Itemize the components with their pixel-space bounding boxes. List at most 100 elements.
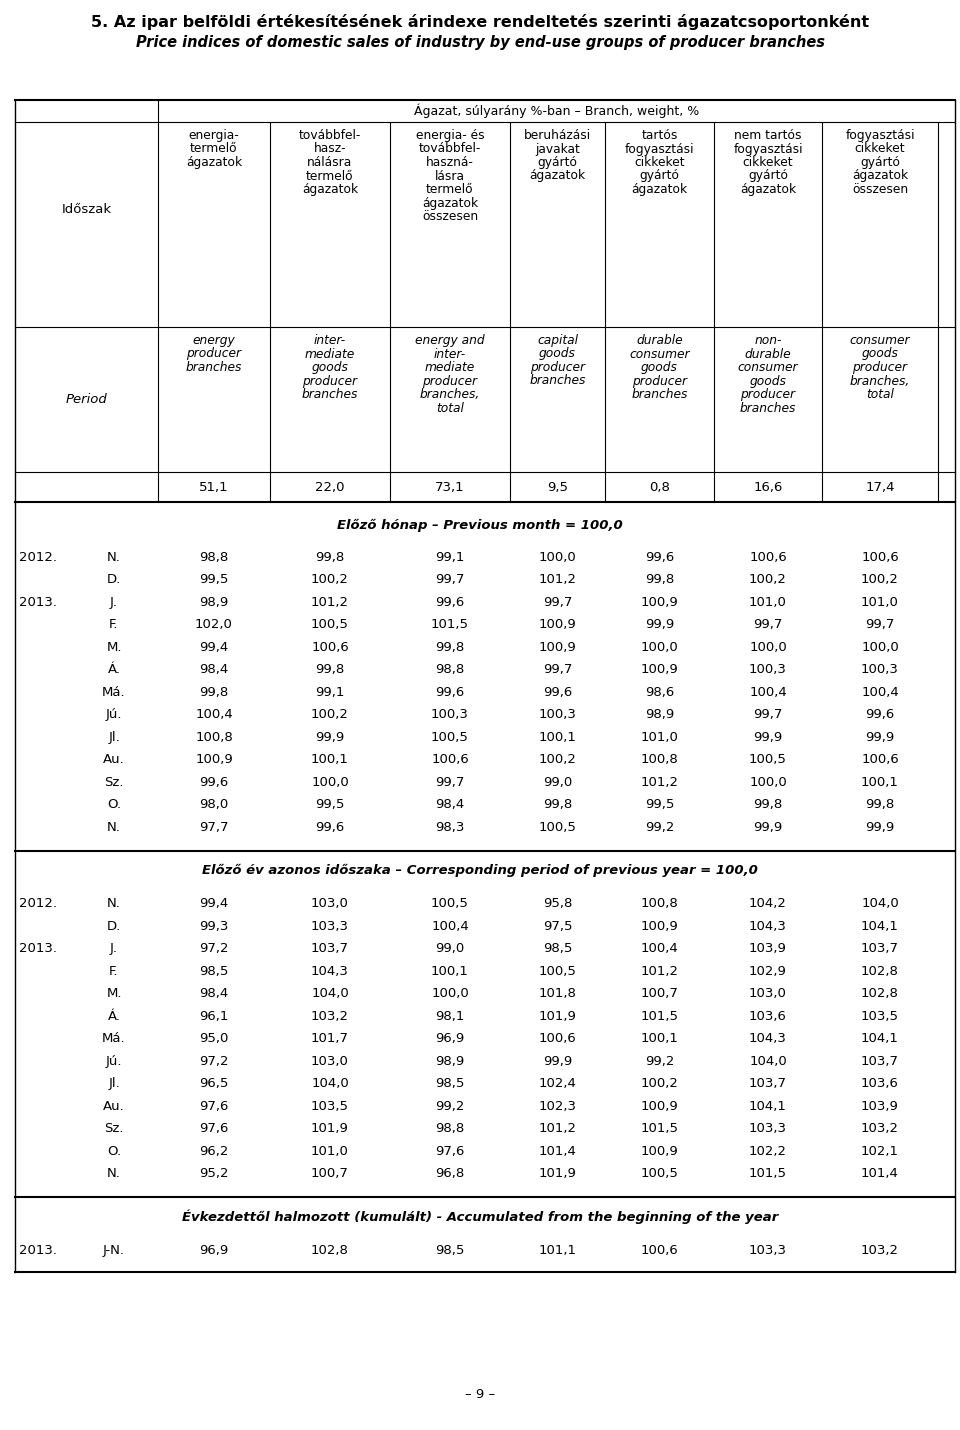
Text: 104,3: 104,3 bbox=[749, 919, 787, 932]
Text: 102,3: 102,3 bbox=[539, 1100, 577, 1113]
Text: 100,1: 100,1 bbox=[431, 965, 468, 978]
Text: termelő: termelő bbox=[426, 183, 474, 196]
Text: 98,9: 98,9 bbox=[200, 596, 228, 609]
Text: 103,5: 103,5 bbox=[311, 1100, 349, 1113]
Text: 98,6: 98,6 bbox=[645, 686, 674, 699]
Text: összesen: összesen bbox=[852, 183, 908, 196]
Text: hasz-: hasz- bbox=[314, 143, 347, 156]
Text: 100,9: 100,9 bbox=[539, 618, 576, 631]
Text: M.: M. bbox=[107, 987, 122, 1000]
Text: 99,7: 99,7 bbox=[435, 775, 465, 789]
Text: 100,6: 100,6 bbox=[861, 551, 899, 563]
Text: cikkeket: cikkeket bbox=[854, 143, 905, 156]
Text: 100,3: 100,3 bbox=[749, 664, 787, 676]
Text: N.: N. bbox=[108, 1167, 121, 1180]
Text: energy: energy bbox=[193, 335, 235, 347]
Text: Időszak: Időszak bbox=[61, 203, 111, 216]
Text: durable: durable bbox=[745, 347, 791, 360]
Text: 99,9: 99,9 bbox=[645, 618, 674, 631]
Text: branches,: branches, bbox=[420, 388, 480, 400]
Text: N.: N. bbox=[108, 551, 121, 563]
Text: 101,5: 101,5 bbox=[640, 1123, 679, 1135]
Text: 99,7: 99,7 bbox=[754, 618, 782, 631]
Text: 73,1: 73,1 bbox=[435, 480, 465, 493]
Text: 103,0: 103,0 bbox=[311, 1055, 348, 1068]
Text: 99,9: 99,9 bbox=[754, 821, 782, 834]
Text: 103,3: 103,3 bbox=[749, 1123, 787, 1135]
Text: 98,1: 98,1 bbox=[435, 1010, 465, 1022]
Text: J.: J. bbox=[110, 596, 118, 609]
Text: 100,6: 100,6 bbox=[861, 754, 899, 766]
Text: Á.: Á. bbox=[108, 664, 121, 676]
Text: beruházási: beruházási bbox=[524, 129, 591, 142]
Text: 100,4: 100,4 bbox=[431, 919, 468, 932]
Text: 100,6: 100,6 bbox=[539, 1032, 576, 1045]
Text: branches,: branches, bbox=[850, 375, 910, 388]
Text: producer: producer bbox=[302, 375, 357, 388]
Text: 101,2: 101,2 bbox=[539, 573, 577, 586]
Text: D.: D. bbox=[107, 573, 121, 586]
Text: 100,5: 100,5 bbox=[640, 1167, 679, 1180]
Text: 101,7: 101,7 bbox=[311, 1032, 349, 1045]
Text: 99,2: 99,2 bbox=[645, 1055, 674, 1068]
Text: 98,8: 98,8 bbox=[436, 1123, 465, 1135]
Text: termelő: termelő bbox=[190, 143, 238, 156]
Text: 100,9: 100,9 bbox=[539, 641, 576, 654]
Text: 99,7: 99,7 bbox=[754, 708, 782, 721]
Text: M.: M. bbox=[107, 641, 122, 654]
Text: F.: F. bbox=[109, 618, 119, 631]
Text: 100,3: 100,3 bbox=[431, 708, 468, 721]
Text: 96,5: 96,5 bbox=[200, 1077, 228, 1090]
Text: 102,4: 102,4 bbox=[539, 1077, 576, 1090]
Text: total: total bbox=[436, 402, 464, 415]
Text: 98,8: 98,8 bbox=[200, 551, 228, 563]
Text: 100,9: 100,9 bbox=[195, 754, 233, 766]
Text: 98,5: 98,5 bbox=[542, 942, 572, 955]
Text: mediate: mediate bbox=[425, 360, 475, 375]
Text: producer: producer bbox=[852, 360, 907, 375]
Text: 100,2: 100,2 bbox=[539, 754, 576, 766]
Text: 103,2: 103,2 bbox=[861, 1244, 899, 1257]
Text: haszná-: haszná- bbox=[426, 156, 474, 169]
Text: 99,8: 99,8 bbox=[645, 573, 674, 586]
Text: 97,6: 97,6 bbox=[200, 1123, 228, 1135]
Text: 102,1: 102,1 bbox=[861, 1145, 899, 1158]
Text: 100,2: 100,2 bbox=[749, 573, 787, 586]
Text: javakat: javakat bbox=[535, 143, 580, 156]
Text: 103,6: 103,6 bbox=[861, 1077, 899, 1090]
Text: – 9 –: – 9 – bbox=[465, 1389, 495, 1401]
Text: 100,5: 100,5 bbox=[311, 618, 348, 631]
Text: 100,6: 100,6 bbox=[640, 1244, 679, 1257]
Text: 51,1: 51,1 bbox=[199, 480, 228, 493]
Text: producer: producer bbox=[186, 347, 242, 360]
Text: 103,9: 103,9 bbox=[749, 942, 787, 955]
Text: Má.: Má. bbox=[102, 1032, 126, 1045]
Text: 104,2: 104,2 bbox=[749, 897, 787, 911]
Text: 99,8: 99,8 bbox=[200, 686, 228, 699]
Text: 0,8: 0,8 bbox=[649, 480, 670, 493]
Text: 103,3: 103,3 bbox=[749, 1244, 787, 1257]
Text: branches: branches bbox=[529, 375, 586, 388]
Text: 103,9: 103,9 bbox=[861, 1100, 899, 1113]
Text: 99,9: 99,9 bbox=[754, 731, 782, 744]
Text: 99,8: 99,8 bbox=[436, 641, 465, 654]
Text: 100,3: 100,3 bbox=[861, 664, 899, 676]
Text: 101,8: 101,8 bbox=[539, 987, 576, 1000]
Text: 104,3: 104,3 bbox=[311, 965, 348, 978]
Text: 22,0: 22,0 bbox=[315, 480, 345, 493]
Text: 97,5: 97,5 bbox=[542, 919, 572, 932]
Text: 100,0: 100,0 bbox=[749, 775, 787, 789]
Text: 99,4: 99,4 bbox=[200, 897, 228, 911]
Text: tartós: tartós bbox=[641, 129, 678, 142]
Text: lásra: lásra bbox=[435, 170, 465, 183]
Text: ágazatok: ágazatok bbox=[529, 170, 586, 183]
Text: 99,3: 99,3 bbox=[200, 919, 228, 932]
Text: 98,9: 98,9 bbox=[436, 1055, 465, 1068]
Text: 100,4: 100,4 bbox=[749, 686, 787, 699]
Text: 103,5: 103,5 bbox=[861, 1010, 899, 1022]
Text: fogyasztási: fogyasztási bbox=[625, 143, 694, 156]
Text: consumer: consumer bbox=[629, 347, 689, 360]
Text: Má.: Má. bbox=[102, 686, 126, 699]
Text: producer: producer bbox=[422, 375, 477, 388]
Text: 99,9: 99,9 bbox=[865, 821, 895, 834]
